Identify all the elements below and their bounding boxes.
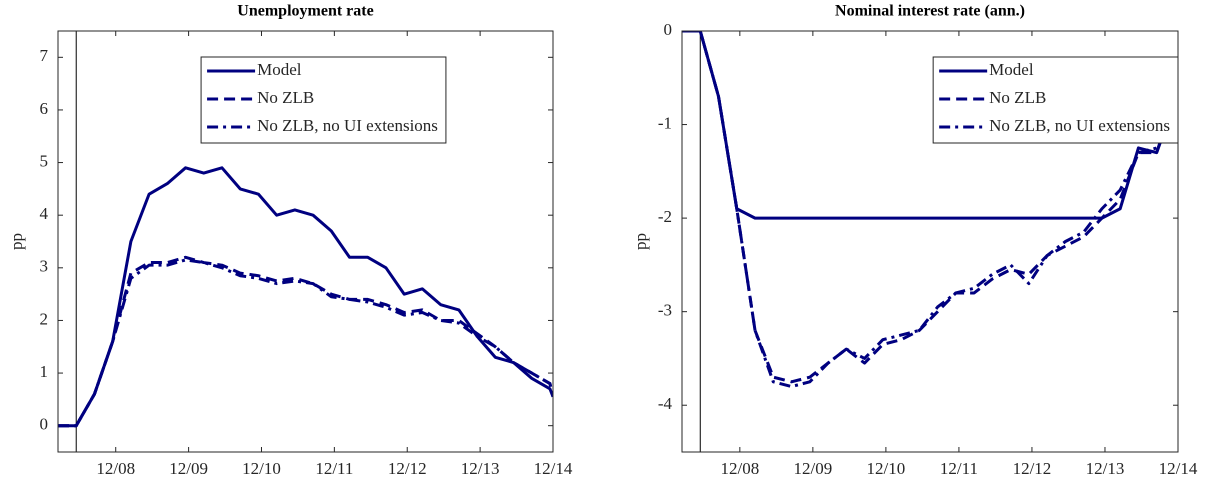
y-tick-label: -2 [658,207,672,226]
x-tick-label: 12/14 [534,459,573,478]
x-tick-label: 12/11 [940,459,978,478]
y-tick-label: 1 [40,362,49,381]
y-axis-label: pp [631,233,650,250]
y-tick-label: -3 [658,301,672,320]
x-tick-label: 12/14 [1159,459,1198,478]
y-tick-label: 6 [40,99,49,118]
y-axis-label: pp [7,233,26,250]
y-tick-label: 2 [40,309,49,328]
x-tick-label: 12/11 [315,459,353,478]
y-tick-label: 7 [40,46,49,65]
axes-box [57,30,554,453]
series-line [58,166,553,428]
x-tick-label: 12/09 [793,459,832,478]
panel: Nominal interest rate (ann.) pp -4 -3 -2 -1 0 1… [631,3,1198,478]
legend-label: No ZLB [257,88,314,107]
x-tick-label: 12/12 [1013,459,1052,478]
y-tick-label: 0 [40,415,49,434]
chart-title: Nominal interest rate (ann.) [835,3,1025,20]
legend-label: No ZLB, no UI extensions [257,116,438,135]
x-tick-label: 12/08 [96,459,135,478]
x-tick-label: 12/12 [388,459,427,478]
series-line [682,31,1178,220]
y-tick-label: -1 [658,113,672,132]
panel: Unemployment rate pp 0 1 2 3 4 5 6 7 12/08 12/09 12/… [7,3,573,478]
legend-label: Model [989,60,1034,79]
x-tick-label: 12/13 [461,459,500,478]
series-line [682,31,1178,389]
y-tick-label: 0 [664,20,673,39]
y-tick-label: -4 [658,394,673,413]
series-line [682,31,1178,384]
x-tick-label: 12/13 [1086,459,1125,478]
series-line [58,255,553,428]
y-tick-label: 4 [40,204,49,223]
legend-label: Model [257,60,302,79]
x-tick-label: 12/10 [242,459,281,478]
chart-title: Unemployment rate [237,3,373,20]
legend-label: No ZLB, no UI extensions [989,116,1170,135]
y-tick-label: 3 [40,257,49,276]
series-line [58,258,553,428]
x-tick-label: 12/10 [867,459,906,478]
x-tick-label: 12/08 [720,459,759,478]
legend-label: No ZLB [989,88,1046,107]
y-tick-label: 5 [40,151,49,170]
x-tick-label: 12/09 [169,459,208,478]
axes-box [681,30,1179,453]
